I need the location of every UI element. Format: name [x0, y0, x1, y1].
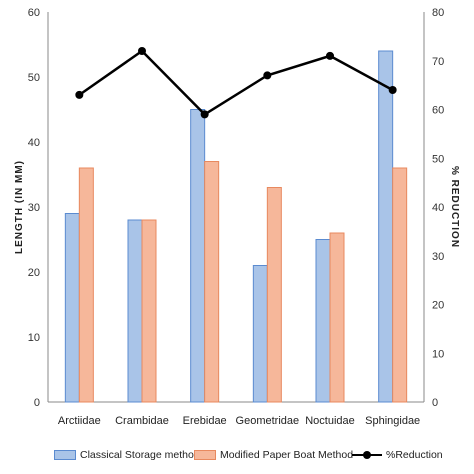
bar-modified: [141, 219, 157, 403]
reduction-point: [263, 71, 272, 80]
bar-modified: [78, 167, 94, 403]
bar-modified: [329, 232, 345, 403]
x-tick-label: Sphingidae: [365, 415, 420, 427]
reduction-point: [388, 86, 397, 94]
y-tick-label: 10: [28, 332, 40, 344]
reduction-point: [326, 51, 334, 60]
reduction-point: [75, 90, 84, 99]
tick-labels: 0 10 20 30 40 50 60 0 10 20 30 40 50 60 70 80 Arctiidae C…: [28, 7, 445, 427]
y2-tick-label: 40: [432, 202, 444, 214]
legend-swatch-modified: [194, 450, 216, 460]
y-tick-label: 30: [28, 202, 40, 214]
y-tick-label: 40: [28, 137, 40, 149]
bar-modified: [204, 161, 220, 403]
x-tick-label: Arctiidae: [58, 415, 101, 427]
y-axis-title: LENGTH (IN MM): [14, 160, 25, 254]
x-tick-label: Crambidae: [115, 415, 169, 427]
bar-classical: [378, 50, 394, 403]
bar-classical: [315, 239, 331, 403]
legend-label-reduction: %Reduction: [386, 449, 443, 461]
legend-label-classical: Classical Storage method: [80, 449, 200, 461]
reduction-line: [75, 47, 397, 119]
reduction-series-line: [78, 49, 394, 116]
y2-tick-label: 60: [432, 105, 444, 117]
bar-classical: [190, 109, 206, 403]
bar-modified: [392, 167, 408, 403]
x-tick-label: Geometridae: [236, 415, 300, 427]
legend-item-reduction: %Reduction: [352, 449, 443, 461]
y-tick-label: 50: [28, 72, 40, 84]
reduction-point: [138, 47, 146, 55]
y2-tick-label: 0: [432, 397, 438, 409]
x-tick-label: Erebidae: [183, 415, 227, 427]
y2-tick-label: 80: [432, 7, 444, 19]
y-tick-label: 0: [34, 397, 40, 409]
y-tick-label: 20: [28, 267, 40, 279]
legend-item-classical: Classical Storage method: [54, 449, 200, 461]
bar-classical: [64, 213, 80, 403]
legend-swatch-classical: [54, 450, 76, 460]
legend-line-reduction: [352, 449, 382, 461]
legend-item-modified: Modified Paper Boat Method: [194, 449, 353, 461]
x-tick-label: Noctuidae: [305, 415, 355, 427]
y2-tick-label: 10: [432, 348, 444, 360]
axes: [47, 12, 425, 403]
legend-label-modified: Modified Paper Boat Method: [220, 449, 354, 461]
bar-classical: [252, 265, 268, 403]
legend: Classical Storage method Modified Paper …: [0, 446, 474, 466]
y2-tick-label: 50: [432, 153, 444, 165]
bars: [64, 50, 408, 403]
y2-tick-label: 30: [432, 251, 444, 263]
y2-tick-label: 70: [432, 56, 444, 68]
y2-axis-title: % REDUCTION: [449, 166, 460, 248]
y2-tick-label: 20: [432, 300, 444, 312]
bar-modified: [266, 187, 282, 403]
y-tick-label: 60: [28, 7, 40, 19]
bar-classical: [127, 219, 143, 403]
reduction-point: [200, 110, 209, 119]
